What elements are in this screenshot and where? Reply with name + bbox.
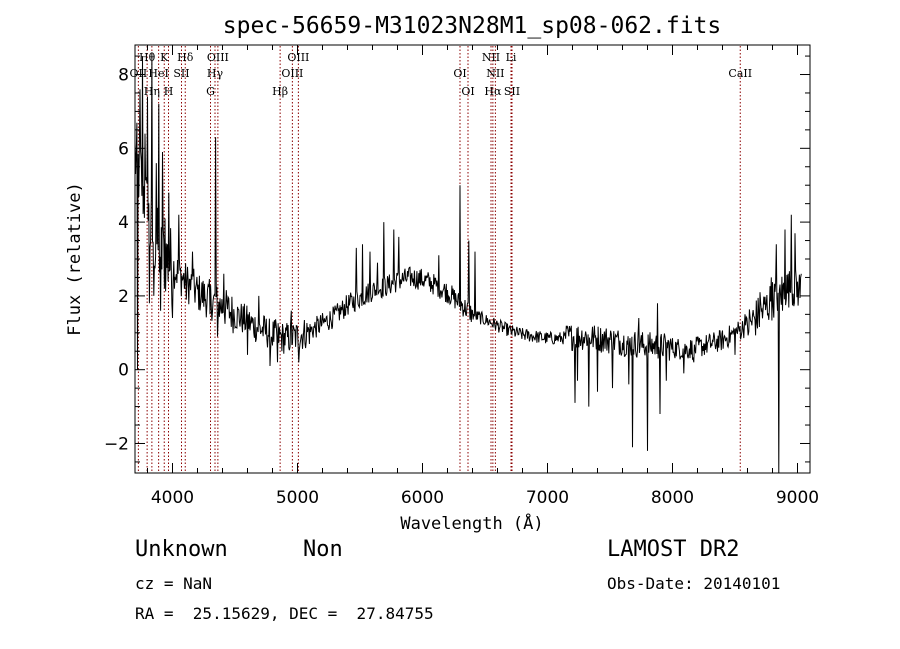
- line-label-14: OI: [453, 67, 466, 80]
- x-tick-label: 4000: [151, 488, 194, 508]
- line-label-15: OI: [461, 85, 474, 98]
- y-tick-label: 2: [118, 287, 129, 307]
- coordinates: RA = 25.15629, DEC = 27.84755: [135, 604, 434, 623]
- y-axis-label: Flux (relative): [65, 182, 85, 336]
- class-name: Unknown: [135, 537, 228, 562]
- line-label-21: CaII: [728, 67, 752, 80]
- line-label-18: NII: [486, 67, 504, 80]
- obs-date: Obs-Date: 20140101: [607, 574, 781, 593]
- x-tick-label: 5000: [276, 488, 319, 508]
- x-tick-label: 9000: [776, 488, 819, 508]
- survey-name: LAMOST DR2: [607, 537, 740, 562]
- line-label-13: OIII: [287, 51, 309, 64]
- x-axis: 4000 5000 6000 7000 8000 9000: [147, 45, 819, 508]
- y-tick-label: 6: [118, 139, 129, 159]
- redshift-cz: cz = NaN: [135, 574, 213, 593]
- line-label-10: OIII: [207, 51, 229, 64]
- x-tick-label: 6000: [401, 488, 444, 508]
- x-tick-label: 7000: [526, 488, 569, 508]
- line-label-20: SII: [504, 85, 520, 98]
- chart-title: spec-56659-M31023N28M1_sp08-062.fits: [223, 13, 722, 39]
- line-label-19: Li: [506, 51, 517, 64]
- y-tick-label: −2: [104, 434, 129, 454]
- y-tick-label: 8: [118, 66, 129, 86]
- spectral-line-labels: HθOIIHηHeIKHSIIHδGHγOIIIHβOIIIOIIIOIOINI…: [130, 51, 753, 98]
- x-tick-label: 8000: [651, 488, 694, 508]
- line-label-4: K: [160, 51, 169, 64]
- y-tick-label: 0: [118, 361, 129, 381]
- y-axis: −2 0 2 4 6 8: [104, 55, 810, 463]
- plot-frame: [134, 44, 811, 474]
- line-label-9: Hγ: [207, 67, 224, 80]
- line-label-7: Hδ: [177, 51, 194, 64]
- x-axis-label: Wavelength (Å): [400, 512, 543, 534]
- y-tick-label: 4: [118, 213, 129, 233]
- line-label-12: OIII: [281, 67, 303, 80]
- spectrum-line: [134, 52, 802, 474]
- line-label-8: G: [206, 85, 215, 98]
- line-label-1: OII: [130, 67, 148, 80]
- line-label-11: Hβ: [272, 85, 288, 98]
- line-label-16: NII: [482, 51, 500, 64]
- line-label-6: SII: [173, 67, 189, 80]
- line-label-3: HeI: [148, 67, 168, 80]
- line-label-0: Hθ: [139, 51, 156, 64]
- subclass: Non: [303, 537, 343, 562]
- line-label-5: H: [164, 85, 174, 98]
- line-label-17: Hα: [484, 85, 502, 98]
